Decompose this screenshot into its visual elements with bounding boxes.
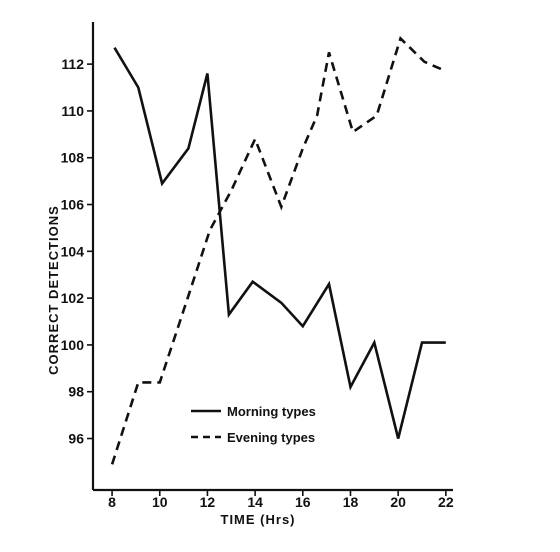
legend: Morning types Evening types [191, 404, 316, 445]
series-line-evening-types [110, 35, 447, 465]
y-tick-label: 98 [68, 384, 84, 400]
y-tick-label: 110 [61, 103, 84, 119]
x-tick-label: 12 [200, 494, 216, 510]
y-tick-label: 112 [61, 56, 84, 72]
y-tick-label: 100 [61, 337, 85, 353]
x-tick-label: 20 [390, 494, 406, 510]
x-tick-label: 10 [152, 494, 168, 510]
axes [91, 22, 453, 492]
legend-label-evening-types: Evening types [227, 430, 315, 445]
y-tick-label: 96 [68, 431, 84, 447]
x-tick-label: 18 [343, 494, 359, 510]
y-tick-label: 106 [61, 197, 85, 213]
legend-label-morning-types: Morning types [227, 404, 316, 419]
x-tick-label: 16 [295, 494, 311, 510]
y-tick-label: 104 [61, 243, 85, 259]
x-tick-label: 14 [247, 494, 263, 510]
x-tick-label: 22 [438, 494, 454, 510]
y-tick-label: 108 [61, 150, 85, 166]
y-tick-label: 102 [61, 290, 85, 306]
series-line-morning-types [113, 47, 446, 439]
ticks: 8 10 12 14 16 18 20 22 96 98 100 102 104 106 108 110 112 [61, 56, 454, 510]
y-axis-label: CORRECT DETECTIONS [46, 205, 61, 375]
x-tick-label: 8 [108, 494, 116, 510]
series-layer [110, 35, 447, 465]
x-axis-label: TIME (Hrs) [221, 512, 296, 527]
